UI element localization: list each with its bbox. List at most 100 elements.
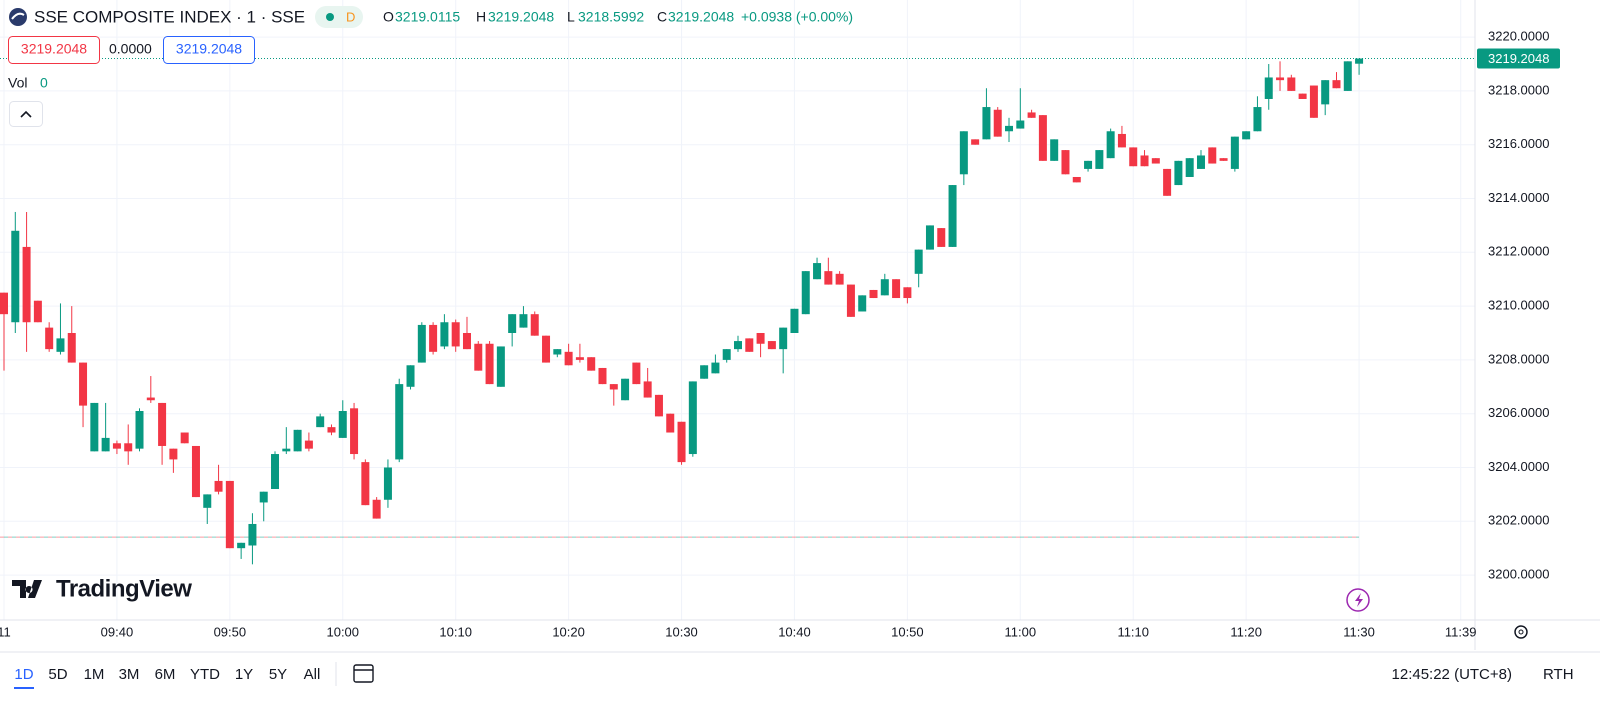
candle-body <box>553 349 562 355</box>
x-tick-label: 10:50 <box>891 624 924 639</box>
settings-icon[interactable] <box>1514 625 1528 639</box>
ohlc-label: H <box>476 9 486 25</box>
candle-body <box>146 397 155 401</box>
range-button[interactable]: 1D <box>14 666 33 683</box>
x-tick-label: 10:40 <box>778 624 811 639</box>
candle-body <box>1332 80 1341 89</box>
candle-body <box>937 228 946 247</box>
status-dot <box>326 13 334 21</box>
candle-body <box>11 230 20 323</box>
session[interactable]: RTH <box>1543 666 1574 683</box>
candle-body <box>79 362 88 406</box>
clock: 12:45:22 (UTC+8) <box>1392 666 1512 683</box>
candle-body <box>327 427 336 433</box>
candle-body <box>101 437 110 452</box>
settings-icon-center <box>1518 629 1524 635</box>
last-price-badge <box>1477 48 1560 69</box>
candle-body <box>350 408 359 455</box>
x-tick-label: 11 <box>0 624 11 639</box>
collapse-button[interactable] <box>9 101 43 127</box>
candle-body <box>158 402 167 446</box>
candle-body <box>892 279 901 299</box>
spread: 0.0000 <box>109 41 152 57</box>
x-tick-label: 10:20 <box>552 624 585 639</box>
last-price-label: 3219.2048 <box>1488 51 1549 66</box>
range-button[interactable]: 6M <box>155 666 176 683</box>
candle-body <box>225 480 234 549</box>
candle-body <box>485 343 494 385</box>
candle-body <box>474 343 483 371</box>
candle-body <box>1095 150 1104 169</box>
candle-body <box>598 367 607 385</box>
candle-body <box>124 443 133 452</box>
candle-body <box>338 411 347 438</box>
candle-body <box>1287 77 1296 91</box>
range-button[interactable]: 1M <box>84 666 105 683</box>
ohlc-value: 3219.0115 <box>395 9 460 25</box>
candle-body <box>1129 147 1138 167</box>
candle-body <box>1208 147 1217 164</box>
candle-body <box>1061 150 1070 175</box>
candle-body <box>1253 107 1262 132</box>
candle-body <box>180 432 189 444</box>
candle-body <box>632 362 641 385</box>
replay-bolt <box>1355 593 1363 607</box>
candle-body <box>982 107 991 140</box>
x-tick-label: 11:10 <box>1117 624 1149 639</box>
ohlc-value: 3219.2048 <box>668 9 734 25</box>
y-tick-label: 3220.0000 <box>1488 29 1549 44</box>
candle-body <box>1185 158 1194 177</box>
sell-button[interactable] <box>8 36 100 64</box>
range-button[interactable]: 1Y <box>235 666 253 683</box>
range-button[interactable]: 5D <box>48 666 67 683</box>
plot-area <box>0 58 1475 565</box>
x-tick-label: 09:50 <box>214 624 247 639</box>
symbol-logo <box>9 8 27 26</box>
tv-logo-text: TradingView <box>56 575 192 602</box>
candle-body <box>801 271 810 315</box>
ohlc-label: O <box>383 9 394 25</box>
candle-body <box>993 109 1002 137</box>
candle-body <box>1106 131 1115 159</box>
tv-logo-icon <box>12 580 42 598</box>
candle-body <box>722 349 731 360</box>
buy-button[interactable] <box>163 36 255 64</box>
axes: 3200.0000 3202.0000 3204.0000 3206.0000 3208… <box>0 29 1560 639</box>
candle-body <box>1016 120 1025 129</box>
candle-body <box>1321 80 1330 105</box>
symbol-title[interactable]: SSE COMPOSITE INDEX · 1 · SSE <box>34 7 305 26</box>
range-button[interactable]: YTD <box>190 666 220 683</box>
candle-body <box>67 332 76 363</box>
candle-body <box>316 416 325 428</box>
y-tick-label: 3218.0000 <box>1488 82 1549 97</box>
candle-body <box>1072 176 1081 183</box>
candle-body <box>666 413 675 433</box>
goto-date-icon[interactable] <box>353 664 374 683</box>
candle-body <box>621 378 630 401</box>
candle-body <box>880 279 889 296</box>
candle-body <box>214 480 223 492</box>
candle-body <box>824 271 833 285</box>
candle-body <box>654 394 663 417</box>
volume-value: 0 <box>40 75 48 91</box>
candle-body <box>1230 136 1239 169</box>
replay-icon[interactable] <box>1346 588 1370 612</box>
market-status: D <box>346 9 355 24</box>
candle-body <box>361 462 370 506</box>
status-pill[interactable] <box>315 6 363 28</box>
candle-body <box>259 491 268 503</box>
candle-body <box>959 131 968 175</box>
candle-body <box>372 499 381 519</box>
candle-body <box>903 287 912 299</box>
candle-body <box>248 523 257 546</box>
candle-body <box>711 362 720 374</box>
candle-body <box>1084 160 1093 169</box>
range-button[interactable]: 5Y <box>269 666 287 683</box>
candle-body <box>203 494 212 508</box>
x-tick-label: 09:40 <box>101 624 134 639</box>
range-button[interactable]: 3M <box>119 666 140 683</box>
candle-body <box>519 314 528 328</box>
candle-body <box>462 332 471 350</box>
candle-body <box>609 384 618 390</box>
range-button[interactable]: All <box>304 666 321 683</box>
